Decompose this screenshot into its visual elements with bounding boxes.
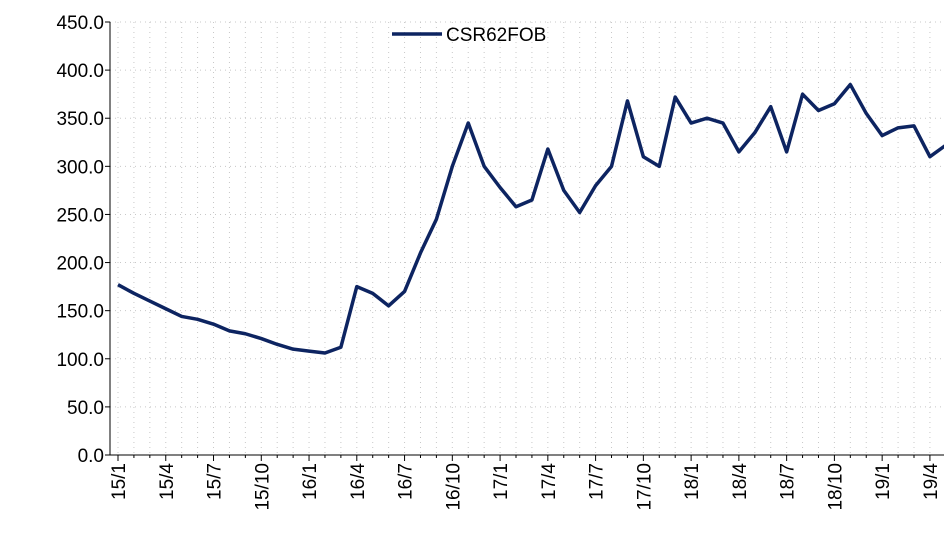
x-tick-label: 19/1 [873, 463, 894, 500]
x-tick-label: 15/4 [157, 463, 178, 500]
x-tick-label: 17/10 [634, 463, 655, 511]
x-tick-label: 17/1 [491, 463, 512, 500]
x-tick-label: 17/4 [539, 463, 560, 500]
legend-label: CSR62FOB [446, 25, 546, 46]
x-tick-label: 17/7 [587, 463, 608, 500]
x-tick-label: 16/4 [348, 463, 369, 500]
x-tick-label: 18/1 [682, 463, 703, 500]
y-tick-label: 350.0 [56, 109, 104, 130]
y-tick-label: 50.0 [67, 398, 104, 419]
y-tick-label: 250.0 [56, 205, 104, 226]
y-tick-label: 0.0 [78, 446, 104, 467]
line-series [117, 82, 944, 355]
x-tick-label: 18/10 [825, 463, 846, 511]
x-tick-label: 16/10 [443, 463, 464, 511]
x-tick-label: 16/7 [396, 463, 417, 500]
x-tick-label: 16/1 [300, 463, 321, 500]
y-tick-label: 100.0 [56, 350, 104, 371]
y-tick-label: 300.0 [56, 157, 104, 178]
x-tick-label: 19/4 [921, 463, 942, 500]
y-tick-label: 450.0 [56, 13, 104, 34]
x-tick-label: 15/10 [252, 463, 273, 511]
y-tick-label: 200.0 [56, 254, 104, 275]
x-tick-label: 15/1 [109, 463, 130, 500]
y-tick-label: 400.0 [56, 61, 104, 82]
y-tick-label: 150.0 [56, 302, 104, 323]
x-tick-label: 18/4 [730, 463, 751, 500]
x-tick-label: 15/7 [205, 463, 226, 500]
x-tick-label: 18/7 [778, 463, 799, 500]
